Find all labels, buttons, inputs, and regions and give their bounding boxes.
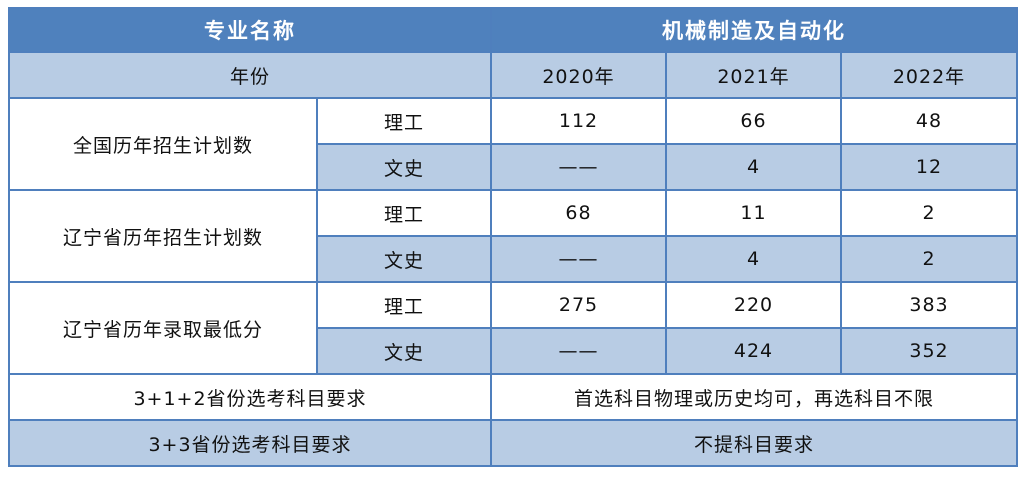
year-2022: 2022年 (840, 51, 1018, 99)
value-cell: 2 (840, 189, 1018, 237)
year-label: 年份 (8, 51, 492, 99)
header-row: 专业名称 机械制造及自动化 (8, 7, 1018, 53)
value-cell: 424 (665, 327, 842, 375)
value-cell: 11 (665, 189, 842, 237)
national-plan-label: 全国历年招生计划数 (8, 97, 318, 191)
table-row: 全国历年招生计划数 理工 112 66 48 (8, 97, 1018, 191)
requirement-value: 不提科目要求 (490, 419, 1018, 467)
value-cell: —— (490, 143, 667, 191)
admission-table-container: 专业名称 机械制造及自动化 年份 2020年 2021年 2022年 全国历年招… (8, 7, 1018, 467)
table-row: 辽宁省历年录取最低分 理工 275 220 383 (8, 281, 1018, 375)
category-cell: 文史 (316, 143, 492, 191)
value-cell: 12 (840, 143, 1018, 191)
value-cell: —— (490, 327, 667, 375)
category-cell: 文史 (316, 327, 492, 375)
year-2020: 2020年 (490, 51, 667, 99)
value-cell: 352 (840, 327, 1018, 375)
table-row: 文史 —— 4 12 (9, 143, 1018, 191)
liaoning-plan-label: 辽宁省历年招生计划数 (8, 189, 318, 283)
requirement-label: 3+1+2省份选考科目要求 (8, 373, 492, 421)
value-cell: 48 (840, 97, 1018, 145)
value-cell: 4 (665, 143, 842, 191)
requirement-label: 3+3省份选考科目要求 (8, 419, 492, 467)
category-cell: 理工 (316, 189, 492, 237)
admission-table: 专业名称 机械制造及自动化 年份 2020年 2021年 2022年 全国历年招… (8, 7, 1018, 467)
value-cell: 383 (840, 281, 1018, 329)
value-cell: 68 (490, 189, 667, 237)
table-row: 文史 —— 4 2 (9, 235, 1018, 283)
value-cell: 220 (665, 281, 842, 329)
major-name-label: 专业名称 (8, 7, 492, 53)
requirement-row-3-3: 3+3省份选考科目要求 不提科目要求 (8, 419, 1018, 467)
category-cell: 理工 (316, 97, 492, 145)
value-cell: 275 (490, 281, 667, 329)
table-row: 文史 —— 424 352 (9, 327, 1018, 375)
years-row: 年份 2020年 2021年 2022年 (8, 51, 1018, 99)
liaoning-min-score-label: 辽宁省历年录取最低分 (8, 281, 318, 375)
value-cell: 112 (490, 97, 667, 145)
year-2021: 2021年 (665, 51, 842, 99)
value-cell: 2 (840, 235, 1018, 283)
major-name-value: 机械制造及自动化 (490, 7, 1018, 53)
requirement-row-3-1-2: 3+1+2省份选考科目要求 首选科目物理或历史均可，再选科目不限 (8, 373, 1018, 421)
table-row: 辽宁省历年招生计划数 理工 68 11 2 (8, 189, 1018, 283)
category-cell: 理工 (316, 281, 492, 329)
value-cell: —— (490, 235, 667, 283)
category-cell: 文史 (316, 235, 492, 283)
requirement-value: 首选科目物理或历史均可，再选科目不限 (490, 373, 1018, 421)
value-cell: 66 (665, 97, 842, 145)
value-cell: 4 (665, 235, 842, 283)
